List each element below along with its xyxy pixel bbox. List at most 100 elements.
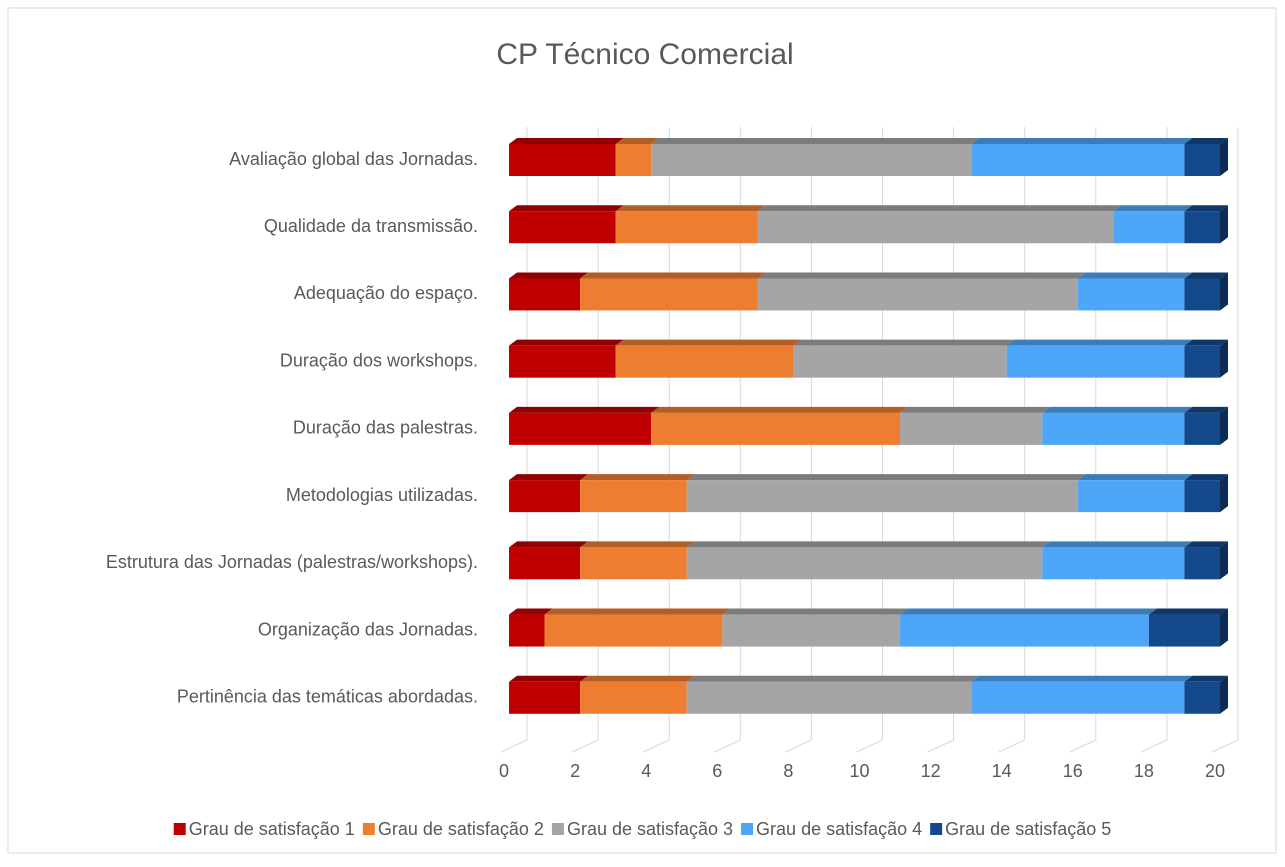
bar-side	[1220, 474, 1228, 513]
bar	[509, 345, 616, 378]
x-tick-label: 10	[849, 761, 869, 781]
bar	[1006, 345, 1185, 378]
y-tick-label: Duração dos workshops.	[280, 350, 478, 370]
bar-top	[1184, 406, 1228, 413]
bar-top	[722, 608, 909, 615]
y-tick-label: Adequação do espaço.	[294, 283, 478, 303]
bar-top	[1184, 541, 1228, 548]
bar-top	[686, 675, 980, 682]
bar	[1184, 144, 1220, 176]
bar-top	[580, 474, 695, 481]
bar	[615, 345, 794, 378]
bar	[615, 211, 758, 244]
bar-top	[509, 541, 589, 548]
bar-top	[971, 675, 1193, 682]
bar-top	[509, 474, 589, 481]
bar	[509, 211, 616, 244]
bar-top	[757, 272, 1086, 279]
bar	[900, 412, 1043, 445]
floor-line	[998, 739, 1025, 753]
bar	[509, 681, 581, 714]
bar	[580, 547, 687, 580]
y-tick-label: Estrutura das Jornadas (palestras/worksh…	[106, 552, 478, 572]
bar-side	[1220, 406, 1228, 445]
bar	[509, 144, 616, 176]
floor-line	[1140, 739, 1168, 753]
bar	[509, 278, 581, 311]
legend-label: Grau de satisfação 1	[189, 819, 355, 839]
legend-swatch	[551, 823, 564, 835]
bar-top	[1148, 608, 1228, 615]
bar	[722, 614, 901, 647]
bar-top	[686, 474, 1086, 481]
legend-swatch	[930, 823, 943, 835]
bar	[1184, 681, 1220, 714]
bar-side	[1220, 138, 1228, 176]
bar-top	[1042, 406, 1193, 413]
floor-line	[642, 739, 670, 753]
bar-top	[1184, 272, 1228, 279]
bar	[509, 547, 581, 580]
bar-top	[509, 675, 589, 682]
bar-top	[1042, 541, 1193, 548]
legend-swatch	[362, 823, 375, 835]
bar	[580, 480, 687, 513]
legend-label: Grau de satisfação 5	[945, 819, 1111, 839]
legend-label: Grau de satisfação 2	[378, 819, 544, 839]
bar-top	[509, 608, 553, 615]
bar	[544, 614, 723, 647]
bar	[580, 278, 758, 311]
bar-top	[1077, 474, 1193, 481]
bar	[1184, 278, 1220, 311]
bar	[900, 614, 1149, 647]
bar-top	[1184, 675, 1228, 682]
y-tick-label: Qualidade da transmissão.	[264, 216, 478, 236]
bar	[509, 412, 652, 445]
bar	[1042, 547, 1185, 580]
bar-top	[1184, 138, 1228, 144]
bar	[757, 211, 1114, 244]
bar-top	[900, 406, 1051, 413]
x-tick-label: 20	[1205, 761, 1225, 781]
bar	[1184, 547, 1220, 580]
bar-top	[651, 406, 909, 413]
floor-line	[500, 739, 528, 753]
bar-top	[580, 272, 766, 279]
bar	[651, 412, 901, 445]
bar-top	[509, 339, 624, 346]
bar	[509, 614, 545, 647]
bar	[1077, 278, 1185, 311]
x-tick-label: 14	[992, 761, 1012, 781]
bar	[509, 480, 581, 513]
bar-top	[900, 608, 1157, 615]
bar	[757, 278, 1078, 311]
x-tick-label: 16	[1063, 761, 1083, 781]
bar-top	[757, 205, 1122, 212]
legend: Grau de satisfação 1 Grau de satisfação 2…	[173, 819, 1111, 839]
floor-line	[785, 739, 812, 753]
bar	[1184, 480, 1220, 513]
x-tick-label: 6	[712, 761, 722, 781]
bar-top	[509, 406, 660, 413]
bar	[651, 144, 972, 176]
y-tick-label: Organização das Jornadas.	[258, 619, 478, 639]
bar	[793, 345, 1007, 378]
y-tick-label: Metodologias utilizadas.	[286, 485, 478, 505]
bar	[1184, 345, 1220, 378]
bar	[971, 144, 1185, 176]
bar	[1184, 211, 1220, 244]
floor-line	[856, 739, 883, 753]
bar	[1113, 211, 1185, 244]
floor-line	[714, 739, 741, 753]
bar	[615, 144, 652, 176]
bar-top	[1077, 272, 1193, 279]
bar-side	[1220, 272, 1228, 311]
bar-top	[651, 138, 980, 144]
bar-top	[1184, 474, 1228, 481]
legend-swatch	[173, 823, 186, 835]
bar-top	[580, 541, 695, 548]
bar-top	[509, 205, 624, 212]
x-tick-label: 8	[783, 761, 793, 781]
bar	[686, 480, 1078, 513]
